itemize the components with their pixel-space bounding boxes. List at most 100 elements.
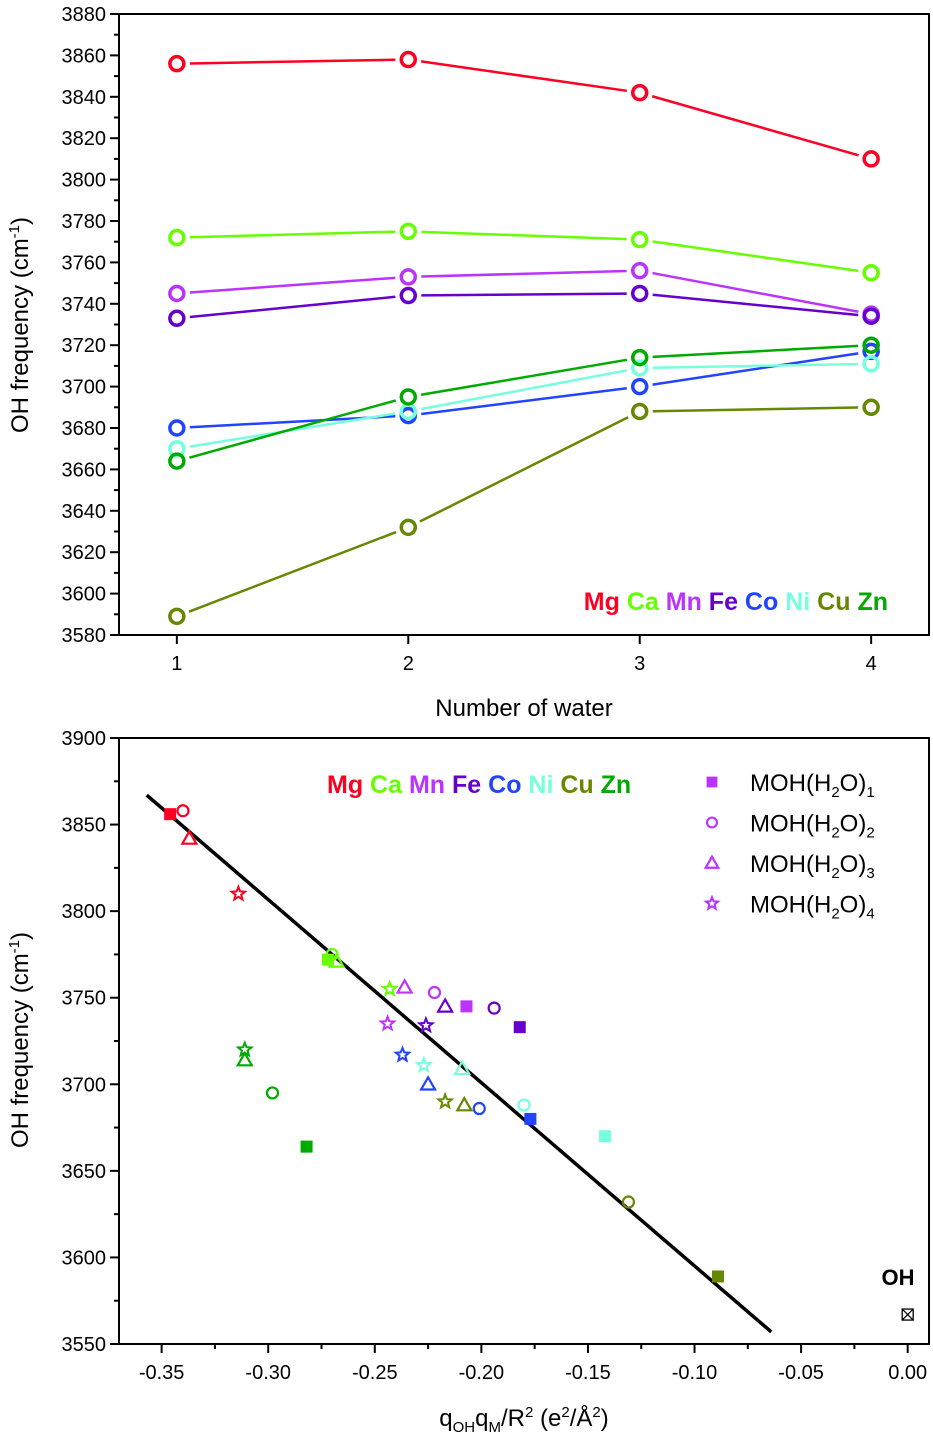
legend-text-part: 2 [866,825,874,842]
star-marker [414,1055,434,1074]
data-point-mg-n3 [180,829,199,845]
triangle-marker [395,978,414,994]
square-marker [599,1130,611,1143]
square-marker [711,1270,724,1283]
y-tick-label: 3780 [62,211,107,233]
series-line-segment [652,240,859,273]
data-point-marker [630,83,649,102]
y-tick-label: 3800 [62,901,107,923]
legend-text-part: MOH(H [750,851,831,878]
data-point-cu-n2 [621,1195,636,1209]
series-line-segment [421,269,627,278]
star-marker [416,1015,436,1034]
data-point-cu-n3 [455,1095,474,1112]
data-point-fe-n3 [436,997,455,1013]
legend-label-ni: Ni [521,771,553,799]
top-x-axis-title: Number of water [435,695,612,722]
legend-entry-label: MOH(H2O)4 [750,892,875,923]
series-ca [168,222,880,282]
triangle-marker [235,1050,254,1067]
data-point-marker [630,284,649,303]
data-point-marker [630,348,649,367]
data-point-marker [168,284,186,303]
series-mn [168,261,880,323]
series-line-segment [651,95,859,157]
y-tick-label: 3740 [62,294,107,316]
star-marker [393,1045,412,1063]
y-tick-label: 3850 [62,815,107,837]
series-line-segment [189,399,397,459]
legend-label-co: Co [481,771,521,799]
data-point-mn-n4 [378,1013,397,1032]
y-tick-label: 3840 [62,87,107,109]
circle-marker [265,1086,280,1100]
series-cu [168,398,880,626]
data-point-co-n1 [524,1112,537,1125]
star-marker [235,1039,255,1058]
oh-marker-box [901,1308,914,1321]
data-point-marker [862,150,880,168]
square-marker [524,1112,537,1125]
series-line-segment [652,344,859,359]
legend-text-part: 2 [831,865,839,882]
data-point-zn-n2 [265,1086,280,1100]
square-marker [164,808,177,821]
data-point-fe-n2 [487,1001,501,1015]
data-point-ni-n1 [599,1130,611,1143]
star-marker [435,1091,455,1110]
legend-entry-1: MOH(H2O)1 [706,770,875,801]
series-line-segment [189,230,396,239]
legend-entry-label: MOH(H2O)2 [750,811,875,842]
data-point-mg-n1 [164,808,177,821]
series-co [168,342,880,437]
data-point-marker [399,50,418,69]
triangle-marker [455,1095,474,1112]
star-marker [229,883,248,902]
circle-marker [517,1098,531,1112]
legend-label-zn: Zn [594,771,632,799]
series-line-segment [652,293,859,317]
top-plot-frame [118,13,930,636]
bottom-x-axis-title: qOHqM/R2 (e2/Å2) [439,1404,608,1436]
square-marker [513,1021,526,1034]
legend-text-part: O) [840,892,867,919]
data-point-fe-n1 [513,1021,526,1034]
y-tick-label: 3650 [62,1161,107,1183]
series-line-segment [189,276,396,294]
data-point-marker [862,336,880,354]
data-point-marker [399,268,418,286]
data-point-marker [862,355,880,373]
triangle-marker [453,1059,472,1076]
legend-entry-label: MOH(H2O)3 [750,851,875,882]
series-line-segment [421,230,627,241]
legend-entry-3: MOH(H2O)3 [703,851,875,882]
triangle-marker [327,952,346,968]
data-point-marker [399,286,418,305]
data-point-marker [630,402,649,421]
y-tick-label: 3820 [62,128,107,150]
legend-label-ca: Ca [620,588,660,616]
y-tick-label: 3600 [62,584,107,606]
y-tick-label: 3700 [62,1074,107,1096]
series-line-segment [420,60,628,93]
x-tick-label: 0.00 [888,1362,927,1384]
legend-label-mg: Mg [327,771,363,799]
series-line-segment [419,416,629,523]
star-marker [380,979,400,997]
legend-label-mn: Mn [659,588,702,616]
square-marker [460,1000,473,1013]
series-line-segment [652,352,859,386]
data-point-marker [168,54,186,73]
data-point-ca-n3 [327,952,346,968]
circle-marker [176,804,190,818]
square-marker [300,1140,313,1153]
series-mg [168,50,880,168]
y-tick-label: 3750 [62,988,107,1010]
data-point-co-n2 [472,1101,486,1116]
data-point-marker [630,261,649,280]
oh-crossed-square-marker [901,1308,914,1321]
data-point-marker [862,398,880,417]
legend-text-part: MOH(H [750,770,831,797]
